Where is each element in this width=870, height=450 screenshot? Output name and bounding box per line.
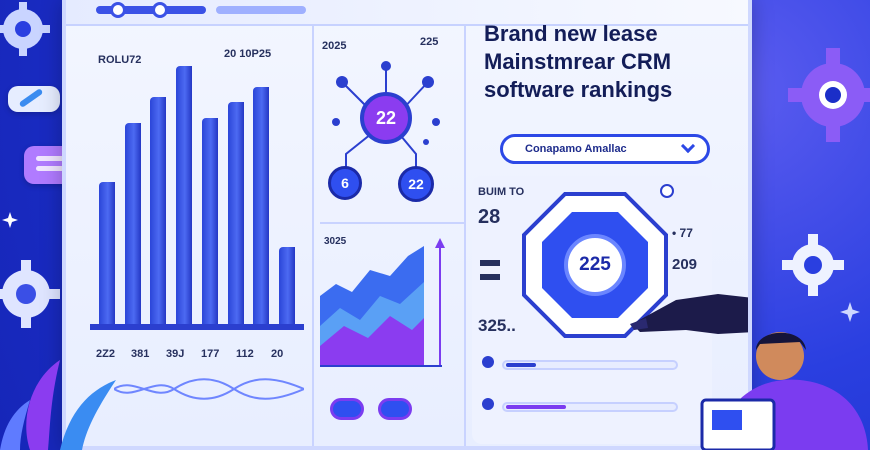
bar — [176, 66, 193, 324]
bar-area — [94, 66, 300, 324]
left-node[interactable]: 6 — [328, 166, 362, 200]
rating-score: 28 — [478, 206, 501, 228]
headline-line-1: Brand new lease — [484, 21, 658, 46]
gear-icon — [780, 232, 846, 298]
bar — [201, 117, 218, 324]
progress-row — [502, 402, 678, 412]
tick-label: 39J — [166, 348, 185, 360]
dashboard-screen: ROLU72 20 10P25 2Z2 381 39J 177 112 20 2025 2… — [62, 0, 752, 450]
search-value: Conapamo Amallac — [525, 143, 627, 155]
rating-dot — [660, 184, 674, 198]
tick-label: 177 — [201, 348, 220, 360]
bar — [279, 246, 296, 324]
gear-icon — [0, 0, 52, 58]
row-dot — [482, 356, 494, 368]
slider-track[interactable] — [216, 6, 306, 14]
row-dot — [482, 398, 494, 410]
search-dropdown[interactable]: Conapamo Amallac — [500, 134, 710, 164]
panel-divider — [320, 222, 464, 224]
progress-row — [502, 360, 678, 370]
mini-bar — [480, 274, 500, 280]
slider-knob[interactable] — [152, 2, 168, 18]
x-axis — [90, 324, 304, 330]
panel-divider — [312, 26, 314, 446]
bar — [150, 96, 167, 324]
network-panel: 2025 225 22 6 22 — [316, 26, 462, 222]
rating-panel: BUIM TO 28 325.. 225 • 77 209 — [472, 176, 712, 444]
top-bar — [66, 0, 748, 26]
right-node[interactable]: 22 — [398, 166, 434, 202]
bar — [124, 122, 141, 324]
panel-divider — [464, 26, 466, 446]
tick-label: 381 — [131, 348, 150, 360]
gear-icon — [788, 40, 870, 150]
tick-label: 112 — [236, 348, 254, 360]
slider-knob[interactable] — [110, 2, 126, 18]
sparkle-icon — [2, 212, 18, 228]
rating-right-top: • 77 — [672, 226, 693, 240]
year-label: 225 — [420, 36, 439, 48]
rating-bottom-value: 325.. — [478, 316, 516, 335]
headline-line-3: software rankings — [484, 77, 673, 102]
year-label: 3025 — [324, 236, 347, 247]
headline-line-2: Mainstmrear CRM — [484, 49, 672, 74]
pointing-hand — [630, 294, 748, 334]
rating-label: BUIM TO — [478, 186, 525, 198]
rating-badge[interactable]: 225 — [564, 234, 626, 296]
tick-label: 2Z2 — [96, 348, 115, 360]
slider-track[interactable] — [96, 6, 206, 14]
chart-label: 20 10P25 — [224, 48, 272, 60]
person-illustration — [700, 332, 868, 450]
bar-chart-panel: ROLU72 20 10P25 2Z2 381 39J 177 112 20 — [74, 30, 310, 400]
rating-right-bottom: 209 — [672, 256, 698, 273]
center-node[interactable]: 22 — [360, 92, 412, 144]
area-chart-panel: 3025 — [316, 226, 462, 446]
tick-row: 2Z2 381 39J 177 112 20 — [96, 348, 306, 364]
area-chart — [320, 238, 445, 367]
bar — [98, 182, 115, 324]
tick-label: 20 — [271, 348, 284, 360]
plant-decoration — [0, 360, 116, 450]
year-label: 2025 — [322, 40, 347, 52]
toggle-button[interactable] — [330, 398, 364, 420]
wave-decoration — [114, 378, 304, 400]
chat-bubble — [8, 86, 60, 112]
gear-icon — [0, 258, 62, 330]
bar — [227, 102, 244, 324]
chart-label: ROLU72 — [98, 54, 142, 66]
mini-bar — [480, 260, 500, 266]
chevron-down-icon — [680, 138, 696, 154]
toggle-button[interactable] — [378, 398, 412, 420]
bar — [253, 86, 270, 324]
sparkle-icon — [840, 302, 860, 322]
